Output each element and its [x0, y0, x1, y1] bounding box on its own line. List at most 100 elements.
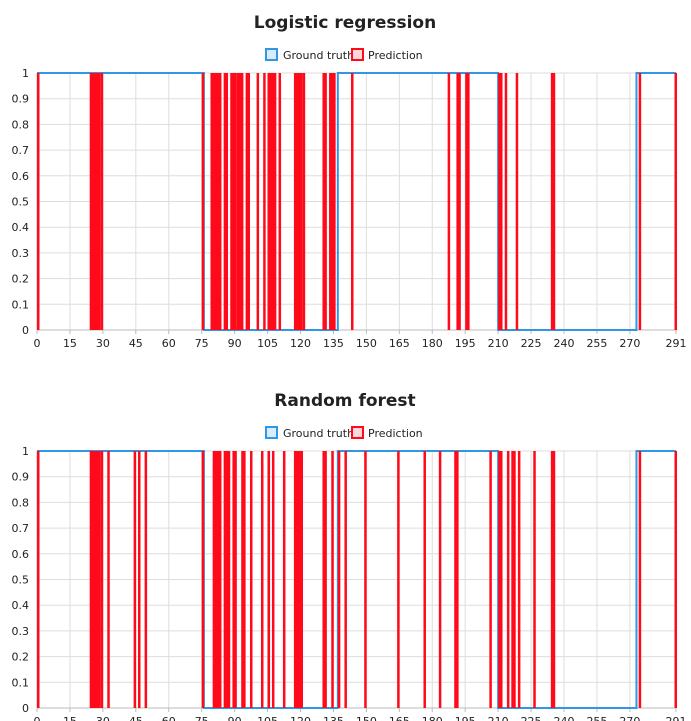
- y-tick-label: 0.5: [12, 196, 30, 209]
- x-tick-label: 60: [162, 715, 176, 721]
- legend-swatch-truth: [265, 426, 278, 439]
- prediction-spike: [201, 451, 205, 708]
- y-tick-label: 0.5: [12, 574, 30, 587]
- x-tick-label: 270: [619, 715, 640, 721]
- prediction-spike: [550, 451, 556, 708]
- x-tick-label: 135: [323, 715, 344, 721]
- prediction-spike: [302, 73, 306, 330]
- x-tick-label: 75: [195, 715, 209, 721]
- x-tick-label: 150: [356, 715, 377, 721]
- x-tick-label: 255: [586, 715, 607, 721]
- prediction-spike: [638, 73, 642, 330]
- prediction-spike: [133, 451, 137, 708]
- prediction-spike: [37, 451, 40, 708]
- x-tick-label: 90: [228, 715, 242, 721]
- x-tick-label: 30: [96, 337, 110, 350]
- y-tick-label: 0: [22, 702, 29, 715]
- plot-area: 0 0.1 0.2 0.3 0.4 0.5 0.6 0.7 0.8 0.9 1 0 15 30 45 60 75…: [12, 67, 687, 350]
- y-tick-label: 0.9: [12, 471, 30, 484]
- x-tick-label: 225: [521, 715, 542, 721]
- prediction-spike: [515, 73, 519, 330]
- legend-label-prediction: Prediction: [368, 427, 423, 440]
- prediction-spike: [236, 73, 244, 330]
- prediction-spike: [397, 451, 400, 708]
- x-tick-label: 90: [228, 337, 242, 350]
- x-tick-label: 60: [162, 337, 176, 350]
- prediction-spike: [504, 73, 508, 330]
- x-tick-label: 0: [34, 715, 41, 721]
- prediction-spike: [322, 451, 327, 708]
- prediction-spike: [210, 73, 222, 330]
- prediction-spike: [241, 451, 246, 708]
- x-tick-label: 240: [554, 715, 575, 721]
- prediction-spike: [37, 73, 40, 330]
- x-tick-label: 45: [129, 337, 143, 350]
- legend: Ground truth Prediction: [265, 48, 423, 62]
- y-tick-label: 0.7: [12, 522, 30, 535]
- x-tick-label: 105: [257, 715, 278, 721]
- y-tick-label: 1: [22, 445, 29, 458]
- prediction-spike: [271, 451, 275, 708]
- prediction-spike: [438, 451, 442, 708]
- legend-swatch-truth: [265, 48, 278, 61]
- y-tick-label: 0.3: [12, 625, 30, 638]
- prediction-spike: [212, 451, 222, 708]
- prediction-spike: [550, 73, 556, 330]
- legend-label-truth: Ground truth: [283, 427, 354, 440]
- plot-area: 0 0.1 0.2 0.3 0.4 0.5 0.6 0.7 0.8 0.9 1 0 15 30 45 60 75…: [12, 445, 687, 721]
- y-tick-label: 0.8: [12, 496, 30, 509]
- y-tick-label: 0.9: [12, 93, 30, 106]
- y-tick-label: 0.7: [12, 144, 30, 157]
- legend: Ground truth Prediction: [265, 426, 423, 440]
- x-tick-label: 225: [521, 337, 542, 350]
- y-tick-label: 0.3: [12, 247, 30, 260]
- x-tick-label: 120: [290, 337, 311, 350]
- legend-label-prediction: Prediction: [368, 49, 423, 62]
- x-tick-label: 180: [422, 715, 443, 721]
- prediction-spike: [107, 451, 110, 708]
- prediction-spike: [230, 73, 237, 330]
- legend-swatch-prediction: [351, 426, 364, 439]
- y-tick-label: 0.2: [12, 273, 30, 286]
- prediction-spike: [256, 73, 260, 330]
- prediction-spike: [89, 73, 101, 330]
- x-tick-label: 180: [422, 337, 443, 350]
- prediction-spike: [364, 451, 367, 708]
- x-tick-label: 291: [666, 337, 687, 350]
- prediction-spike: [278, 73, 282, 330]
- prediction-spike: [267, 73, 277, 330]
- prediction-spike: [223, 451, 231, 708]
- prediction-spike: [517, 451, 521, 708]
- x-tick-label: 270: [619, 337, 640, 350]
- y-tick-label: 0: [22, 324, 29, 337]
- x-tick-label: 0: [34, 337, 41, 350]
- prediction-spike: [456, 73, 461, 330]
- prediction-spike: [498, 451, 503, 708]
- y-tick-label: 0.2: [12, 651, 30, 664]
- prediction-spike: [351, 73, 354, 330]
- prediction-spike: [223, 73, 229, 330]
- chart-panel-logistic: Logistic regression Ground truth Predict…: [0, 0, 691, 360]
- prediction-spike: [100, 451, 104, 708]
- chart-logistic: Logistic regression Ground truth Predict…: [12, 13, 687, 350]
- prediction-spike: [423, 451, 426, 708]
- prediction-spike: [100, 73, 104, 330]
- x-tick-label: 210: [488, 715, 509, 721]
- prediction-spike: [138, 451, 141, 708]
- x-tick-label: 240: [554, 337, 575, 350]
- prediction-spike: [511, 451, 516, 708]
- x-tick-label: 291: [666, 715, 687, 721]
- x-tick-label: 30: [96, 715, 110, 721]
- prediction-spike: [337, 451, 341, 708]
- prediction-spike: [232, 451, 237, 708]
- prediction-spike: [267, 451, 271, 708]
- prediction-spike: [293, 451, 301, 708]
- prediction-spike: [344, 451, 347, 708]
- prediction-spike: [245, 73, 250, 330]
- x-tick-label: 15: [63, 715, 77, 721]
- prediction-spike: [447, 73, 451, 330]
- x-tick-label: 120: [290, 715, 311, 721]
- prediction-spike: [498, 73, 503, 330]
- legend-swatch-prediction: [351, 48, 364, 61]
- x-tick-label: 135: [323, 337, 344, 350]
